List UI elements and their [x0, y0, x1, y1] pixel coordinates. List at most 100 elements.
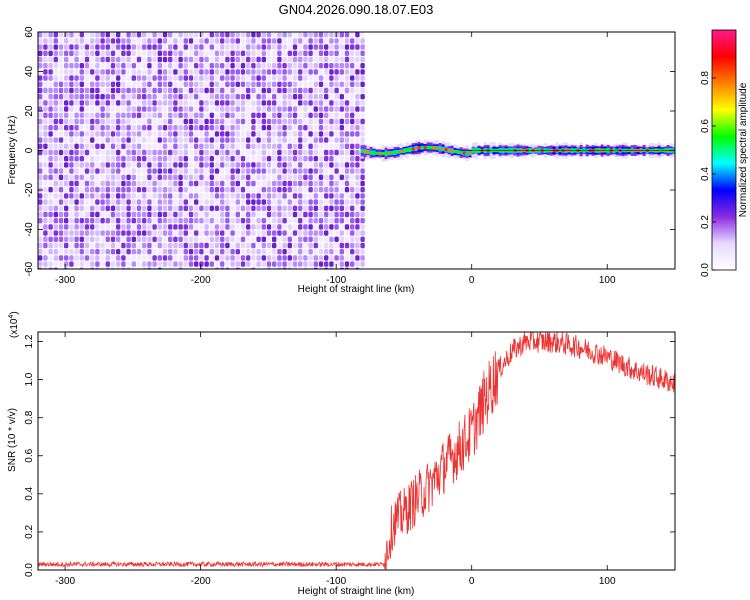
spectrogram-cell — [298, 125, 303, 131]
spectrogram-cell — [38, 230, 43, 236]
spectrogram-cell — [69, 187, 74, 193]
spectrogram-cell — [157, 131, 162, 137]
spectrogram-cell — [95, 112, 100, 118]
spectrogram-cell — [194, 75, 199, 81]
spectrogram-cell — [251, 44, 256, 50]
spectrogram-cell — [266, 249, 272, 255]
spectrogram-cell — [334, 56, 339, 63]
spectrogram-cell — [329, 106, 334, 112]
spectrogram-cell — [282, 112, 287, 118]
spectrogram-cell — [162, 242, 168, 249]
spectrogram-cell — [266, 193, 272, 199]
snr-panel: -300 -200 -100 0 100 0.00.20.40.60.81.01.2 H… — [7, 311, 676, 597]
spectrogram-cell — [303, 205, 308, 211]
spectrogram-cell — [183, 81, 188, 87]
spectrogram-cell — [69, 261, 74, 267]
spectrogram-cell — [318, 81, 324, 87]
spectrogram-cell — [324, 230, 329, 236]
spectrogram-cell — [251, 69, 256, 75]
spectrogram-cell — [173, 87, 178, 94]
spectrogram-cell — [38, 168, 43, 174]
spectrogram-cell — [256, 187, 261, 193]
spectrogram-cell — [194, 187, 199, 193]
spectrogram-cell — [225, 211, 230, 218]
spectrogram-cell — [251, 261, 256, 267]
spectrogram-cell — [360, 100, 365, 106]
spectrogram-cell — [303, 137, 308, 143]
spectrogram-cell — [53, 156, 58, 162]
spectrogram-cell — [95, 193, 100, 199]
spectrogram-cell — [173, 162, 178, 168]
spectrogram-cell — [194, 174, 199, 180]
spectrogram-cell — [355, 131, 360, 137]
spectrogram-cell — [199, 242, 204, 249]
spectrogram-cell — [209, 205, 214, 211]
spectrogram-cell — [74, 75, 79, 81]
spectrogram-cell — [136, 44, 142, 50]
spectrogram-cell — [95, 100, 100, 106]
spectrogram-cell — [329, 44, 334, 50]
spectrogram-cell — [43, 106, 48, 112]
spectrogram-cell — [105, 242, 110, 249]
spectrogram-cell — [287, 249, 292, 255]
spectrogram-cell — [168, 81, 173, 87]
signal-cell — [393, 151, 397, 154]
spectrogram-cell — [147, 242, 152, 249]
spectrogram-cell — [178, 112, 183, 118]
spectrogram-cell — [339, 81, 344, 87]
spectrogram-cell — [235, 143, 240, 149]
spectrogram-cell — [261, 236, 266, 242]
spectrogram-cell — [282, 255, 287, 261]
x-tick-label: -200 — [191, 275, 211, 286]
spectrogram-cell — [350, 267, 355, 269]
spectrogram-cell — [116, 205, 121, 211]
x-tick-label: -200 — [191, 576, 211, 587]
spectrogram-cell — [157, 267, 162, 269]
spectrogram-cell — [90, 230, 95, 236]
spectrogram-cell — [318, 236, 324, 242]
spectrogram-cell — [58, 230, 64, 236]
spectrogram-cell — [230, 236, 235, 242]
spectrogram-cell — [209, 168, 214, 174]
spectrogram-cell — [105, 125, 110, 131]
spectrogram-cell — [344, 32, 350, 38]
spectrogram-cell — [121, 174, 126, 180]
spectrogram-cell — [147, 218, 152, 224]
spectrogram-cell — [303, 193, 308, 199]
spectrogram-cell — [194, 100, 199, 106]
spectrogram-cell — [95, 218, 100, 224]
spectrogram-cell — [126, 211, 131, 218]
spectrogram-cell — [230, 267, 235, 269]
spectrogram-cell — [261, 180, 266, 187]
spectrogram-cell — [194, 112, 199, 118]
spectrogram-cell — [142, 156, 147, 162]
spectrogram-cell — [246, 94, 251, 100]
spectrogram-cell — [162, 249, 168, 255]
spectrogram-cell — [79, 242, 84, 249]
spectrogram-cell — [230, 32, 235, 38]
spectrogram-cell — [58, 249, 64, 255]
spectrogram-cell — [313, 242, 318, 249]
spectrogram-cell — [214, 118, 220, 125]
spectrogram-cell — [261, 106, 266, 112]
spectrogram-cell — [235, 255, 240, 261]
spectrogram-cell — [178, 168, 183, 174]
spectrogram-cell — [194, 168, 199, 174]
spectrogram-cell — [277, 94, 282, 100]
spectrogram-cell — [121, 50, 126, 56]
spectrogram-cell — [344, 168, 350, 174]
spectrogram-cell — [318, 261, 324, 267]
spectrogram-cell — [272, 156, 277, 162]
spectrogram-cell — [261, 162, 266, 168]
spectrogram-cell — [53, 205, 58, 211]
spectrogram-cell — [183, 63, 188, 69]
spectrogram-cell — [246, 131, 251, 137]
spectrogram-cell — [230, 100, 235, 106]
spectrogram-cell — [240, 131, 246, 137]
spectrogram-cell — [199, 87, 204, 94]
spectrogram-cell — [116, 149, 121, 156]
spectrogram-cell — [152, 156, 157, 162]
spectrogram-cell — [199, 236, 204, 242]
spectrogram-cell — [256, 255, 261, 261]
spectrogram-cell — [235, 100, 240, 106]
